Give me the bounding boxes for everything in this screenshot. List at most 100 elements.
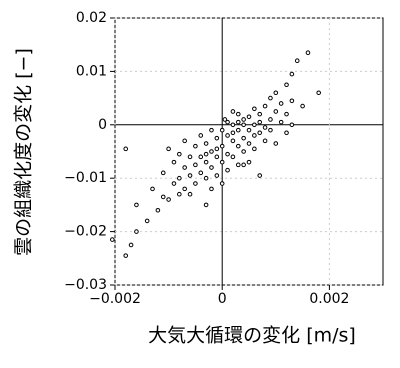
scatter-point bbox=[235, 162, 241, 168]
x-tick-label: 0.002 bbox=[309, 291, 349, 307]
scatter-point bbox=[230, 109, 236, 114]
scatter-point bbox=[219, 127, 225, 133]
scatter-point bbox=[222, 117, 228, 122]
scatter-point bbox=[241, 122, 246, 128]
x-tick-label: −0.002 bbox=[89, 291, 141, 307]
scatter-point bbox=[182, 186, 187, 192]
scatter-point bbox=[225, 167, 230, 173]
scatter-point bbox=[187, 154, 193, 160]
scatter-point bbox=[262, 103, 268, 109]
scatter-point bbox=[230, 138, 236, 144]
scatter-point bbox=[225, 151, 230, 157]
scatter-point bbox=[198, 133, 204, 138]
scatter-point bbox=[160, 170, 166, 176]
scatter-point bbox=[171, 181, 177, 186]
scatter-point bbox=[209, 127, 214, 133]
scatter-point bbox=[235, 111, 241, 117]
scatter-point bbox=[241, 135, 246, 141]
scatter-point bbox=[182, 138, 187, 144]
scatter-point bbox=[182, 165, 187, 170]
scatter-point bbox=[273, 109, 279, 114]
plot-frame bbox=[114, 17, 384, 286]
scatter-point bbox=[305, 50, 311, 56]
scatter-point bbox=[278, 101, 284, 106]
y-tick-label: −0.02 bbox=[64, 224, 107, 240]
scatter-point bbox=[289, 71, 295, 77]
scatter-point bbox=[166, 146, 171, 152]
scatter-point bbox=[198, 170, 204, 176]
scatter-point bbox=[257, 119, 263, 125]
scatter-point bbox=[144, 218, 150, 224]
scatter-point bbox=[241, 149, 246, 154]
scatter-point bbox=[155, 207, 161, 213]
scatter-point bbox=[209, 149, 214, 154]
scatter-point bbox=[203, 202, 209, 208]
scatter-point bbox=[289, 98, 295, 104]
scatter-point bbox=[252, 106, 257, 112]
scatter-point bbox=[225, 119, 230, 125]
scatter-point bbox=[177, 151, 182, 157]
scatter-point bbox=[246, 114, 252, 120]
y-axis-label: 雲の組織化度の変化 [−] bbox=[13, 48, 35, 256]
scatter-point bbox=[177, 175, 182, 181]
scatter-point bbox=[235, 143, 241, 149]
scatter-point bbox=[214, 173, 220, 178]
scatter-point bbox=[123, 253, 129, 258]
scatter-point bbox=[110, 237, 115, 242]
scatter-point bbox=[273, 90, 279, 96]
x-tick-label: 0 bbox=[218, 291, 227, 307]
scatter-point bbox=[150, 186, 155, 192]
scatter-point bbox=[193, 143, 198, 149]
scatter-point bbox=[278, 119, 284, 125]
scatter-point bbox=[214, 135, 220, 141]
scatter-point bbox=[171, 159, 177, 165]
scatter-point bbox=[209, 186, 214, 192]
scatter-point bbox=[166, 197, 171, 202]
scatter-point bbox=[193, 181, 198, 186]
scatter-point bbox=[219, 159, 225, 165]
scatter-point bbox=[235, 119, 241, 125]
scatter-point bbox=[273, 141, 279, 146]
scatter-point bbox=[230, 154, 236, 160]
scatter-point bbox=[241, 117, 246, 122]
scatter-point bbox=[203, 159, 209, 165]
scatter-point bbox=[252, 133, 257, 138]
scatter-point bbox=[230, 130, 236, 136]
scatter-point bbox=[160, 194, 166, 200]
scatter-point bbox=[257, 173, 263, 178]
scatter-point bbox=[214, 146, 220, 152]
scatter-point bbox=[225, 133, 230, 138]
scatter-point bbox=[128, 242, 134, 248]
scatter-point bbox=[209, 165, 214, 170]
scatter-point bbox=[219, 181, 225, 186]
scatter-point bbox=[123, 146, 129, 152]
scatter-point bbox=[230, 122, 236, 128]
scatter-point bbox=[177, 191, 182, 197]
y-tick-label: −0.03 bbox=[64, 277, 107, 293]
scatter-point bbox=[246, 141, 252, 146]
scatter-point bbox=[203, 175, 209, 181]
scatter-point bbox=[246, 159, 252, 165]
scatter-point bbox=[203, 151, 209, 157]
scatter-point bbox=[198, 154, 204, 160]
scatter-point bbox=[187, 173, 193, 178]
scatter-point bbox=[300, 103, 305, 109]
scatter-point bbox=[193, 162, 198, 168]
scatter-point bbox=[134, 202, 139, 208]
scatter-point bbox=[187, 191, 193, 197]
scatter-point bbox=[262, 125, 268, 130]
scatter-point bbox=[268, 95, 273, 101]
x-axis-label: 大気大循環の変化 [m/s] bbox=[148, 325, 356, 347]
scatter-point bbox=[284, 130, 289, 136]
scatter-point bbox=[262, 138, 268, 144]
scatter-point bbox=[214, 154, 220, 160]
scatter-point bbox=[219, 143, 225, 149]
scatter-point bbox=[252, 122, 257, 128]
scatter-point bbox=[289, 122, 295, 128]
y-tick-label: 0.02 bbox=[76, 10, 107, 26]
scatter-point bbox=[316, 90, 321, 96]
y-tick-label: 0.01 bbox=[76, 63, 107, 79]
scatter-point bbox=[203, 141, 209, 146]
y-tick-label: −0.01 bbox=[64, 170, 107, 186]
